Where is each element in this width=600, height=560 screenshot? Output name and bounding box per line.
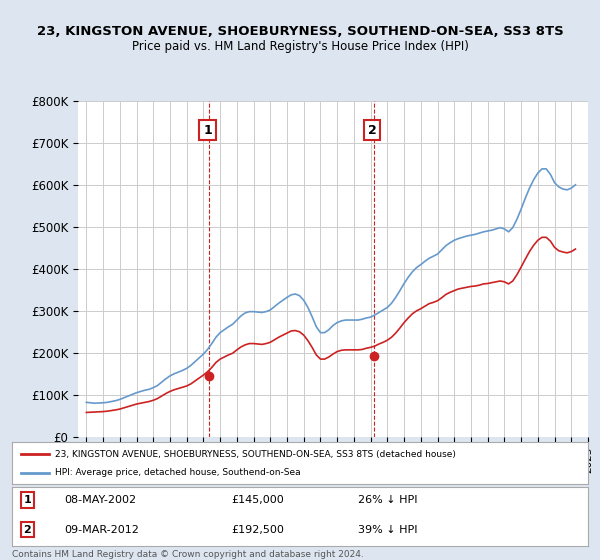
Text: 2: 2 xyxy=(23,525,31,535)
Text: 09-MAR-2012: 09-MAR-2012 xyxy=(64,525,139,535)
Text: 39% ↓ HPI: 39% ↓ HPI xyxy=(358,525,417,535)
Text: £192,500: £192,500 xyxy=(231,525,284,535)
Text: 23, KINGSTON AVENUE, SHOEBURYNESS, SOUTHEND-ON-SEA, SS3 8TS: 23, KINGSTON AVENUE, SHOEBURYNESS, SOUTH… xyxy=(37,25,563,38)
Text: 26% ↓ HPI: 26% ↓ HPI xyxy=(358,495,417,505)
Text: 23, KINGSTON AVENUE, SHOEBURYNESS, SOUTHEND-ON-SEA, SS3 8TS (detached house): 23, KINGSTON AVENUE, SHOEBURYNESS, SOUTH… xyxy=(55,450,456,459)
Text: 08-MAY-2002: 08-MAY-2002 xyxy=(64,495,136,505)
Text: Price paid vs. HM Land Registry's House Price Index (HPI): Price paid vs. HM Land Registry's House … xyxy=(131,40,469,53)
Text: Contains HM Land Registry data © Crown copyright and database right 2024.
This d: Contains HM Land Registry data © Crown c… xyxy=(12,550,364,560)
Text: 1: 1 xyxy=(203,124,212,137)
Text: 2: 2 xyxy=(368,124,377,137)
Text: HPI: Average price, detached house, Southend-on-Sea: HPI: Average price, detached house, Sout… xyxy=(55,468,301,477)
Text: £145,000: £145,000 xyxy=(231,495,284,505)
Text: 1: 1 xyxy=(23,495,31,505)
